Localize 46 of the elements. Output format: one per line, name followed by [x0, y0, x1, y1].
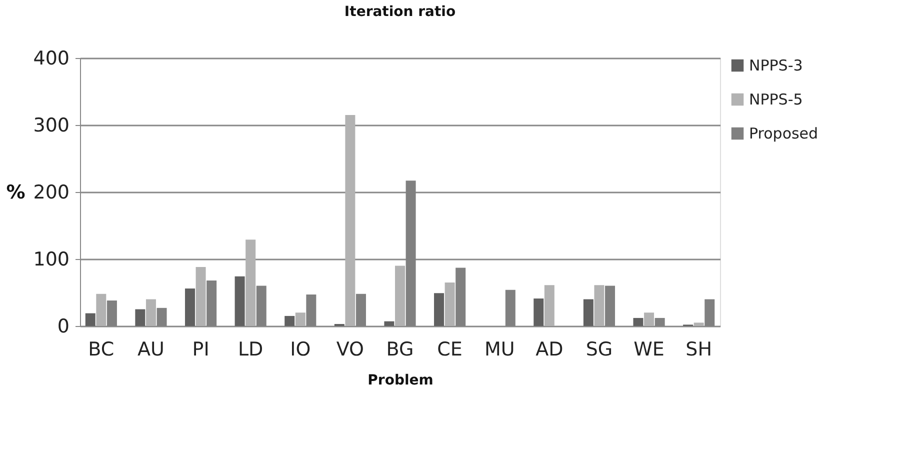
bar — [434, 293, 444, 326]
bar — [384, 321, 394, 326]
y-tick-label: 300 — [33, 114, 70, 136]
x-tick-label: SG — [586, 338, 613, 360]
bar — [246, 240, 256, 326]
bar — [196, 267, 206, 326]
bar — [544, 285, 554, 326]
x-tick-label: BC — [88, 338, 114, 360]
bar — [234, 276, 245, 326]
bar — [644, 312, 654, 326]
y-axis-title: % — [6, 182, 26, 204]
x-tick-label: AU — [138, 338, 164, 360]
bar — [345, 114, 356, 326]
bar — [135, 309, 146, 326]
bar — [146, 299, 156, 326]
bar — [694, 322, 704, 326]
x-axis-title: Problem — [368, 372, 434, 388]
y-tick-label: 100 — [33, 248, 70, 270]
x-tick-label: AD — [536, 338, 564, 360]
y-tick-label: 0 — [57, 316, 70, 338]
x-tick-label: LD — [238, 338, 264, 360]
bar — [395, 266, 405, 326]
x-tick-label: MU — [484, 338, 515, 360]
bar — [633, 318, 644, 326]
bar — [534, 298, 544, 326]
bar — [444, 282, 455, 326]
x-tick-label: IO — [290, 338, 311, 360]
chart-title: Iteration ratio — [344, 4, 456, 20]
x-tick-label: SH — [686, 338, 712, 360]
x-tick-label: BG — [386, 338, 414, 360]
y-tick-label: 200 — [33, 182, 70, 204]
bar — [284, 316, 295, 326]
bar — [295, 312, 306, 326]
x-tick-label: PI — [192, 338, 210, 360]
bar — [85, 313, 96, 326]
legend-label: NPPS-3 — [749, 56, 803, 74]
x-tick-label: VO — [336, 338, 364, 360]
bar — [184, 288, 195, 326]
legend-label: NPPS-5 — [749, 90, 803, 108]
x-tick-label: WE — [634, 338, 664, 360]
bar — [594, 285, 604, 326]
bar — [96, 294, 106, 326]
bar — [583, 299, 594, 326]
x-tick-label: CE — [437, 338, 462, 360]
y-tick-label: 400 — [33, 48, 70, 70]
legend-label: Proposed — [749, 124, 818, 142]
